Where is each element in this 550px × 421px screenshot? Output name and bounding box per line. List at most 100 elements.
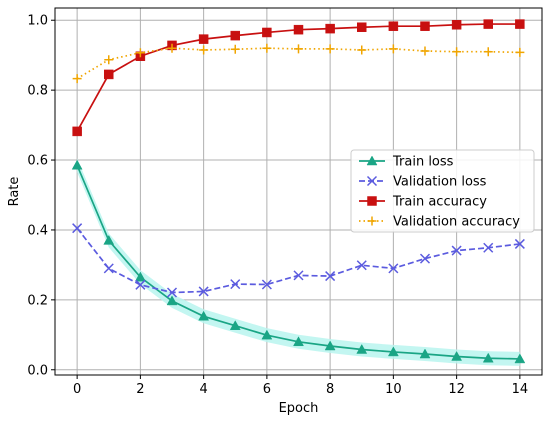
train-accuracy-point	[262, 27, 272, 38]
train-accuracy-point	[356, 22, 367, 32]
x-tick-label: 2	[136, 382, 144, 397]
legend: Train loss Validation loss Train accuracy V…	[350, 149, 535, 233]
x-tick-label: 12	[448, 382, 465, 397]
legend-label: Validation accuracy	[393, 215, 520, 230]
train-accuracy-line	[76, 23, 520, 132]
validation-accuracy-point	[357, 45, 367, 55]
validation-loss-point	[198, 286, 209, 297]
train-accuracy-point	[230, 30, 241, 41]
x-tick-label: 14	[512, 382, 529, 397]
validation-accuracy-point	[420, 46, 430, 56]
train-accuracy-point	[293, 24, 304, 35]
legend-label: Validation loss	[393, 175, 487, 190]
legend-swatch-marker	[367, 196, 377, 206]
train-loss-point	[356, 343, 368, 354]
legend-swatch-marker	[366, 155, 378, 166]
validation-accuracy-point	[452, 47, 462, 57]
train-accuracy-point	[451, 20, 462, 30]
train-accuracy-point	[104, 69, 114, 80]
validation-accuracy-point	[515, 47, 525, 57]
x-tick-label: 8	[326, 382, 334, 397]
train-accuracy-series	[72, 19, 525, 137]
validation-accuracy-series	[72, 43, 525, 84]
train-accuracy-point	[420, 21, 430, 31]
y-tick-label: 0.0	[27, 363, 48, 378]
legend-swatch-marker	[366, 175, 378, 187]
validation-loss-point	[293, 270, 304, 281]
validation-loss-point	[72, 223, 83, 234]
x-tick-label: 6	[263, 382, 271, 397]
train-accuracy-point	[515, 19, 525, 29]
y-tick-label: 0.6	[27, 154, 48, 169]
train-accuracy-point	[198, 34, 209, 44]
validation-accuracy-point	[199, 45, 209, 55]
validation-loss-point	[261, 279, 272, 290]
validation-accuracy-point	[388, 44, 398, 54]
legend-item-train-loss: Train loss	[359, 155, 454, 170]
y-axis-label: Rate	[7, 177, 22, 207]
validation-accuracy-point	[135, 48, 145, 58]
train-loss-series	[71, 159, 526, 364]
y-tick-label: 1.0	[27, 14, 48, 29]
x-tick-label: 0	[73, 382, 81, 397]
validation-loss-point	[388, 263, 399, 274]
validation-loss-point	[451, 245, 462, 256]
legend-label: Train loss	[392, 155, 454, 170]
x-tick-label: 4	[199, 382, 207, 397]
validation-accuracy-point	[104, 55, 114, 65]
validation-accuracy-point	[72, 74, 82, 84]
train-loss-point	[514, 353, 526, 364]
validation-loss-point	[230, 279, 241, 290]
plot-area	[54, 7, 543, 376]
x-tick-label: 10	[385, 382, 402, 397]
legend-frame	[350, 149, 535, 233]
confidence-band-layer	[77, 158, 520, 366]
train-loss-point	[451, 350, 463, 361]
validation-loss-point	[135, 279, 146, 290]
train-accuracy-point	[325, 23, 335, 34]
train-loss-point	[166, 295, 178, 306]
legend-swatch-marker	[367, 216, 377, 226]
train-accuracy-point	[72, 126, 82, 137]
y-tick-label: 0.2	[27, 293, 48, 308]
validation-loss-point	[514, 238, 525, 249]
validation-loss-point	[483, 242, 494, 253]
validation-loss-point	[103, 263, 114, 274]
train-accuracy-point	[388, 21, 399, 31]
validation-accuracy-point	[230, 44, 240, 54]
legend-item-train-accuracy: Train accuracy	[359, 195, 487, 210]
train-loss-point	[293, 336, 304, 347]
train-loss-point	[261, 329, 273, 340]
x-axis-label: Epoch	[279, 401, 319, 416]
train-loss-point	[103, 234, 115, 245]
series-layer	[71, 19, 526, 364]
legend-item-validation-loss: Validation loss	[359, 175, 487, 190]
train-loss-band	[77, 158, 520, 366]
validation-loss-series	[72, 223, 525, 298]
validation-loss-point	[325, 271, 336, 282]
y-axis-ticks: 0.0 0.2 0.4 0.6 0.8 1.0	[27, 14, 55, 378]
train-loss-point	[482, 352, 494, 363]
validation-loss-point	[419, 253, 431, 264]
validation-accuracy-point	[483, 47, 493, 57]
validation-accuracy-point	[167, 43, 177, 53]
validation-loss-point	[166, 287, 178, 298]
y-tick-label: 0.8	[27, 84, 48, 99]
validation-accuracy-point	[262, 43, 272, 53]
x-axis-ticks: 0 2 4 6 8 10 12 14	[73, 375, 528, 397]
legend-item-validation-accuracy: Validation accuracy	[359, 215, 520, 230]
train-loss-point	[134, 271, 146, 282]
validation-loss-point	[356, 260, 367, 271]
train-loss-point	[198, 310, 210, 321]
y-tick-label: 0.4	[27, 223, 48, 238]
train-accuracy-point	[483, 19, 493, 29]
validation-accuracy-point	[325, 44, 335, 54]
train-loss-point	[387, 346, 399, 357]
validation-accuracy-point	[294, 44, 303, 54]
legend-label: Train accuracy	[392, 195, 487, 210]
train-loss-point	[324, 340, 336, 351]
train-loss-point	[229, 320, 241, 330]
train-loss-point	[419, 348, 431, 359]
train-loss-point	[71, 159, 83, 170]
